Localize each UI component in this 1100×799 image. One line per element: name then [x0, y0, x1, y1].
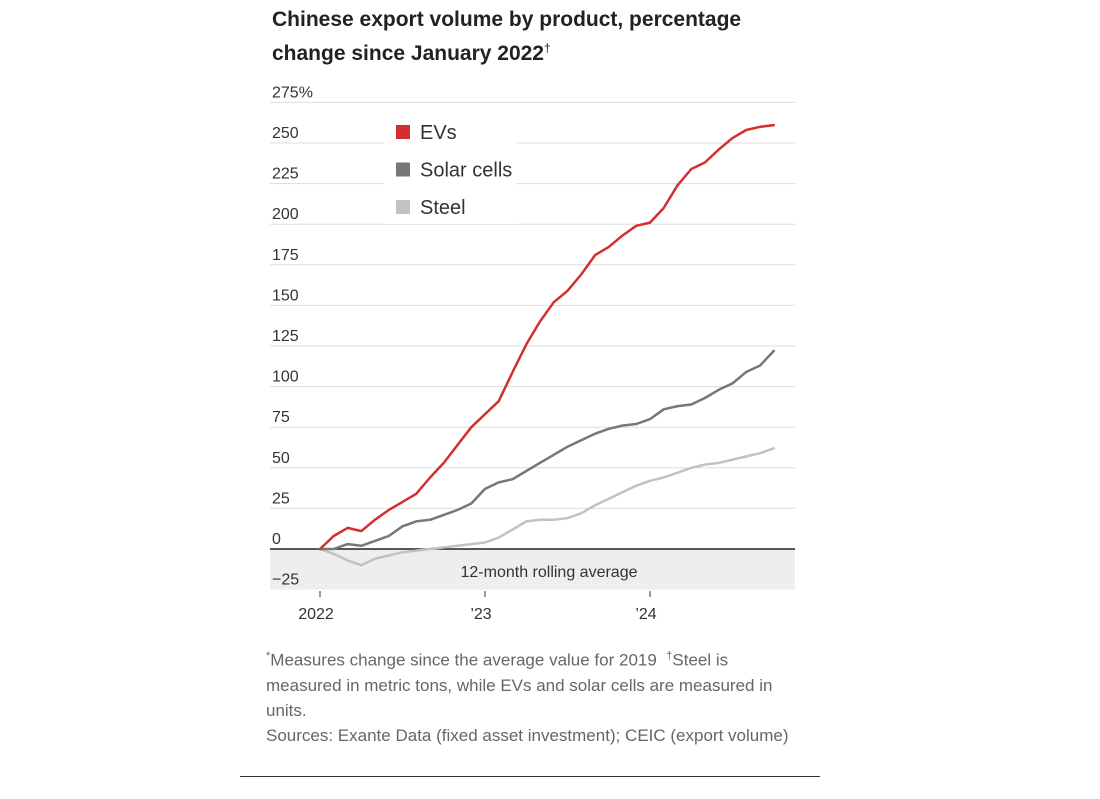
- line-chart: 12-month rolling average −25 0 25 50 75 100 12…: [270, 84, 795, 623]
- x-axis-ticks: 2022 ’23 ’24: [298, 591, 657, 623]
- y-tick-label: −25: [272, 572, 299, 589]
- y-tick-label: 250: [272, 125, 299, 142]
- series-line-solar-cells: [318, 349, 776, 551]
- chart-title-text: Chinese export volume by product, percen…: [272, 8, 742, 65]
- band-rect: [270, 549, 795, 590]
- legend-label: Steel: [420, 197, 466, 219]
- y-tick-label: 0: [272, 531, 281, 548]
- gridlines: [270, 101, 795, 550]
- sources-note: Sources: Exante Data (fixed asset invest…: [266, 725, 789, 745]
- band-label: 12-month rolling average: [461, 564, 638, 581]
- y-tick-label: 225: [272, 166, 299, 183]
- footnote-measures: Measures change since the average value …: [270, 650, 657, 670]
- legend-swatch: [396, 162, 410, 177]
- footnote-steel-mark: †: [666, 650, 673, 662]
- legend-swatch: [396, 200, 410, 214]
- legend-swatch: [396, 125, 410, 139]
- legend-label: EVs: [420, 122, 457, 144]
- x-tick-label: ’24: [635, 606, 656, 623]
- chart-title-dagger: †: [544, 41, 551, 55]
- series-line-steel: [318, 447, 776, 567]
- series-line-evs: [318, 123, 776, 551]
- y-tick-label: 275%: [272, 84, 313, 101]
- y-tick-label: 125: [272, 328, 299, 345]
- series-lines: [318, 123, 776, 567]
- y-tick-label: 175: [272, 247, 299, 264]
- y-tick-label: 25: [272, 490, 290, 507]
- y-tick-label: 100: [272, 369, 299, 386]
- bottom-divider: [240, 776, 820, 777]
- legend-label: Solar cells: [420, 160, 512, 182]
- rolling-average-band: 12-month rolling average: [270, 549, 795, 590]
- footnote-measures-mark: *: [266, 650, 271, 662]
- y-tick-label: 200: [272, 206, 299, 223]
- chart-title: Chinese export volume by product, percen…: [272, 6, 792, 68]
- y-axis-ticks: −25 0 25 50 75 100 125 150 175 200 225 250 275%: [272, 84, 313, 588]
- x-tick-label: ’23: [470, 606, 491, 623]
- x-tick-label: 2022: [298, 606, 334, 623]
- footnote-text: *Measures change since the average value…: [266, 644, 806, 723]
- footnote-steel: Steel is measured in metric tons, while …: [266, 650, 773, 720]
- y-tick-label: 50: [272, 450, 290, 467]
- legend: EVs Solar cells Steel: [384, 112, 516, 224]
- y-tick-label: 75: [272, 409, 290, 426]
- footnotes: *Measures change since the average value…: [266, 644, 806, 748]
- y-tick-label: 150: [272, 287, 299, 304]
